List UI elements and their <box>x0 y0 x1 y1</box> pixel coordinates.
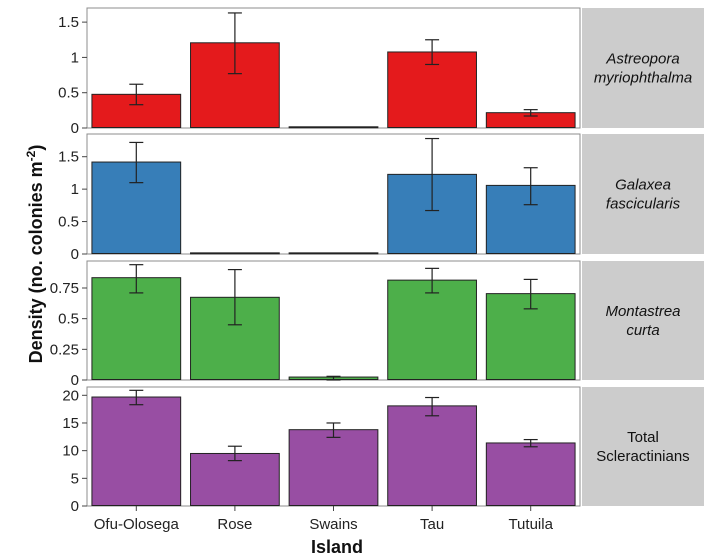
facet-strip-label: Montastrea <box>605 303 680 320</box>
error-bar <box>326 422 341 438</box>
facet-strip-label: myriophthalma <box>594 70 692 87</box>
bar <box>288 429 379 506</box>
y-tick-label: 1 <box>71 181 79 198</box>
y-tick-label: 0 <box>71 372 79 389</box>
bar <box>190 452 280 507</box>
y-tick-label: 1.5 <box>58 14 79 31</box>
bar <box>288 252 379 255</box>
error-bar <box>129 141 144 184</box>
y-tick-label: 5 <box>71 470 79 487</box>
panel-4: Total Scleractinians 0 5 10 15 20 <box>62 386 704 515</box>
bar <box>91 277 182 381</box>
bar <box>288 126 379 129</box>
y-tick-label: 15 <box>62 415 79 432</box>
bar <box>387 279 477 381</box>
panel-1: Astreopora myriophthalma 0 0.5 1 1.5 <box>58 7 704 137</box>
error-bar <box>425 396 440 417</box>
y-tick-label: 20 <box>62 387 79 404</box>
x-tick-label: Swains <box>309 516 357 533</box>
y-tick-label: 0 <box>71 246 79 263</box>
facet-strip-label: Scleractinians <box>596 448 689 465</box>
x-tick-label: Tutuila <box>508 516 553 533</box>
y-tick-label: 0 <box>71 498 79 515</box>
y-tick-label: 0 <box>71 120 79 137</box>
error-bar <box>227 268 242 326</box>
y-axis-title-superscript: -2 <box>24 150 38 161</box>
error-bar <box>129 83 144 106</box>
error-bar <box>523 438 538 448</box>
facet-strip-label: Astreopora <box>605 51 679 68</box>
error-bar <box>425 39 440 66</box>
error-bar <box>326 375 341 381</box>
bar <box>485 442 576 506</box>
facet-strip <box>582 261 704 380</box>
x-axis: Ofu-Olosega Rose Swains Tau Tutuila <box>94 506 554 533</box>
x-axis-title: Island <box>311 537 363 557</box>
y-axis-title-suffix: ) <box>26 145 46 151</box>
error-bar <box>523 278 538 310</box>
error-bar <box>523 167 538 206</box>
facet-strip <box>582 134 704 254</box>
facet-strip-label: fascicularis <box>606 196 681 213</box>
y-tick-label: 1.5 <box>58 149 79 166</box>
facet-strip-label: curta <box>626 322 659 339</box>
bar <box>387 405 477 507</box>
error-bar <box>129 264 144 294</box>
y-tick-label: 0.5 <box>58 85 79 102</box>
chart-panels: Astreopora myriophthalma 0 0.5 1 1.5 Galaxea fa… <box>50 7 704 515</box>
bar <box>91 396 182 506</box>
error-bar <box>425 137 440 212</box>
error-bar <box>227 445 242 462</box>
facet-strip-label: Total <box>627 429 659 446</box>
y-tick-label: 0.25 <box>50 341 79 358</box>
panel-3: Montastrea curta 0 0.25 0.5 0.75 <box>50 260 704 389</box>
bar <box>190 252 280 255</box>
y-tick-label: 1 <box>71 49 79 66</box>
panel-2: Galaxea fascicularis 0 0.5 1 1.5 <box>58 133 704 263</box>
error-bar <box>129 389 144 406</box>
facet-strip <box>582 387 704 506</box>
y-axis-title: Density (no. colonies m-2) <box>24 145 46 364</box>
error-bar <box>523 109 538 117</box>
y-tick-label: 0.5 <box>58 311 79 328</box>
x-tick-label: Tau <box>420 516 444 533</box>
y-tick-label: 0.75 <box>50 280 79 297</box>
facet-strip-label: Galaxea <box>615 177 671 194</box>
facet-strip <box>582 8 704 128</box>
x-tick-label: Ofu-Olosega <box>94 516 180 533</box>
y-tick-label: 10 <box>62 443 79 460</box>
error-bar <box>425 267 440 294</box>
error-bar <box>227 12 242 75</box>
y-tick-label: 0.5 <box>58 214 79 231</box>
y-axis-title-main: Density (no. colonies m <box>26 161 46 363</box>
x-tick-label: Rose <box>217 516 252 533</box>
